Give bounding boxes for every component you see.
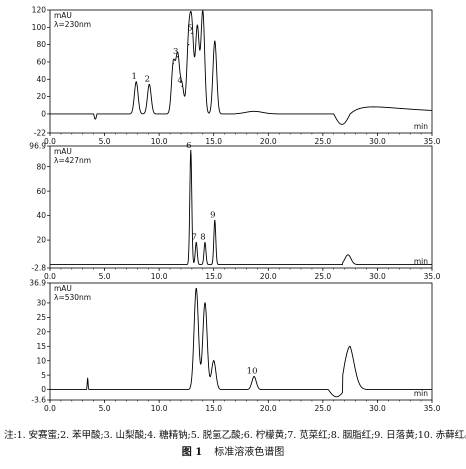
y-tick-label: 120 xyxy=(32,6,47,15)
peak-point xyxy=(214,40,216,42)
plot-frame xyxy=(49,9,433,134)
x-tick-label: 20.0 xyxy=(260,137,277,146)
y-tick-label: 25 xyxy=(36,313,46,322)
y-tick-label: 96.9 xyxy=(29,142,46,151)
y-tick-label: 40 xyxy=(36,75,46,84)
peak-point xyxy=(214,219,216,222)
y-tick-label: -2.8 xyxy=(31,264,46,273)
x-tick-label: 25.0 xyxy=(315,404,332,413)
peak-label-4: 4 xyxy=(177,76,182,86)
x-tick-label: 5.0 xyxy=(99,404,111,413)
peak-point xyxy=(181,85,183,87)
x-tick-label: 0.0 xyxy=(44,272,56,281)
x-tick-label: 30.0 xyxy=(369,137,386,146)
x-tick-label: 10.0 xyxy=(151,404,168,413)
x-tick-label: 15.0 xyxy=(205,272,222,281)
x-tick-label: 20.0 xyxy=(260,404,277,413)
x-unit-label: min xyxy=(414,122,428,131)
wavelength-label: λ=530nm xyxy=(54,293,91,302)
y-unit-label: mAU xyxy=(54,147,72,156)
y-tick-label: 15 xyxy=(36,342,46,351)
y-tick-label: 10 xyxy=(36,356,46,365)
plot-frame xyxy=(49,282,433,401)
x-tick-label: 35.0 xyxy=(424,272,441,281)
peak-point xyxy=(191,32,193,34)
y-tick-label: -22 xyxy=(34,129,46,138)
y-tick-label: 80 xyxy=(36,162,46,171)
y-tick-label: 60 xyxy=(36,187,46,196)
y-tick-label: 80 xyxy=(36,40,46,49)
x-tick-label: 25.0 xyxy=(315,272,332,281)
peak-point xyxy=(177,56,179,58)
chromatogram-trace xyxy=(49,10,433,125)
figure-caption: 图 1 标准溶液色谱图 xyxy=(0,447,466,459)
figure-note: 注:1. 安赛蜜;2. 苯甲酸;3. 山梨酸;4. 糖精钠;5. 脱氢乙酸;6.… xyxy=(4,430,466,441)
x-tick-label: 30.0 xyxy=(369,404,386,413)
peak-label-6: 6 xyxy=(186,141,191,151)
x-tick-label: 15.0 xyxy=(205,404,222,413)
x-tick-label: 10.0 xyxy=(151,137,168,146)
y-tick-label: 40 xyxy=(36,211,46,220)
plot-frame xyxy=(49,145,433,269)
peak-label-5: 5 xyxy=(187,23,192,33)
x-tick-label: 5.0 xyxy=(99,137,111,146)
y-tick-label: 0 xyxy=(41,385,46,394)
x-tick-label: 0.0 xyxy=(44,137,56,146)
peak-label-10: 10 xyxy=(247,367,258,377)
peak-point xyxy=(204,302,206,304)
x-tick-label: 20.0 xyxy=(260,272,277,281)
x-tick-label: 35.0 xyxy=(424,404,441,413)
y-tick-label: 100 xyxy=(32,23,47,32)
peak-point xyxy=(148,83,150,86)
y-tick-label: 60 xyxy=(36,58,46,67)
x-tick-label: 30.0 xyxy=(369,272,386,281)
y-tick-label: 20 xyxy=(36,92,46,101)
peak-point xyxy=(195,241,197,244)
peak-point xyxy=(202,11,204,13)
peak-label-7: 7 xyxy=(192,233,197,243)
peak-point xyxy=(195,287,197,290)
x-tick-label: 15.0 xyxy=(205,137,222,146)
y-unit-label: mAU xyxy=(54,284,72,293)
peak-point xyxy=(196,26,198,28)
peak-point xyxy=(204,241,206,244)
x-tick-label: 35.0 xyxy=(424,137,441,146)
y-tick-label: 0 xyxy=(41,110,46,119)
y-tick-label: 36.9 xyxy=(29,279,46,288)
peak-point xyxy=(190,150,192,152)
peak-point xyxy=(172,63,174,65)
x-unit-label: min xyxy=(414,389,428,398)
peak-label-2: 2 xyxy=(145,74,150,84)
peak-point xyxy=(253,376,255,378)
y-unit-label: mAU xyxy=(54,11,72,20)
wavelength-label: λ=230nm xyxy=(54,20,91,29)
y-tick-label: 5 xyxy=(41,371,46,380)
peak-point xyxy=(135,81,137,83)
x-tick-label: 0.0 xyxy=(44,404,56,413)
peak-label-1: 1 xyxy=(132,72,137,82)
y-tick-label: 20 xyxy=(36,236,46,245)
wavelength-label: λ=427nm xyxy=(54,156,91,165)
x-tick-label: 5.0 xyxy=(99,272,111,281)
y-tick-label: 30 xyxy=(36,299,46,308)
chromatogram-trace xyxy=(49,288,433,398)
peak-label-9: 9 xyxy=(210,211,215,221)
peak-point xyxy=(213,360,215,362)
y-tick-label: 20 xyxy=(36,327,46,336)
peak-label-8: 8 xyxy=(200,233,205,243)
chromatogram-trace xyxy=(49,150,433,266)
peak-label-3: 3 xyxy=(173,47,178,57)
peak-point xyxy=(188,44,190,46)
x-unit-label: min xyxy=(414,257,428,266)
y-tick-label: -3.6 xyxy=(31,396,46,405)
figure-title: 标准溶液色谱图 xyxy=(214,447,285,458)
x-tick-label: 10.0 xyxy=(151,272,168,281)
x-tick-label: 25.0 xyxy=(315,137,332,146)
figure-number: 图 1 xyxy=(181,447,203,458)
